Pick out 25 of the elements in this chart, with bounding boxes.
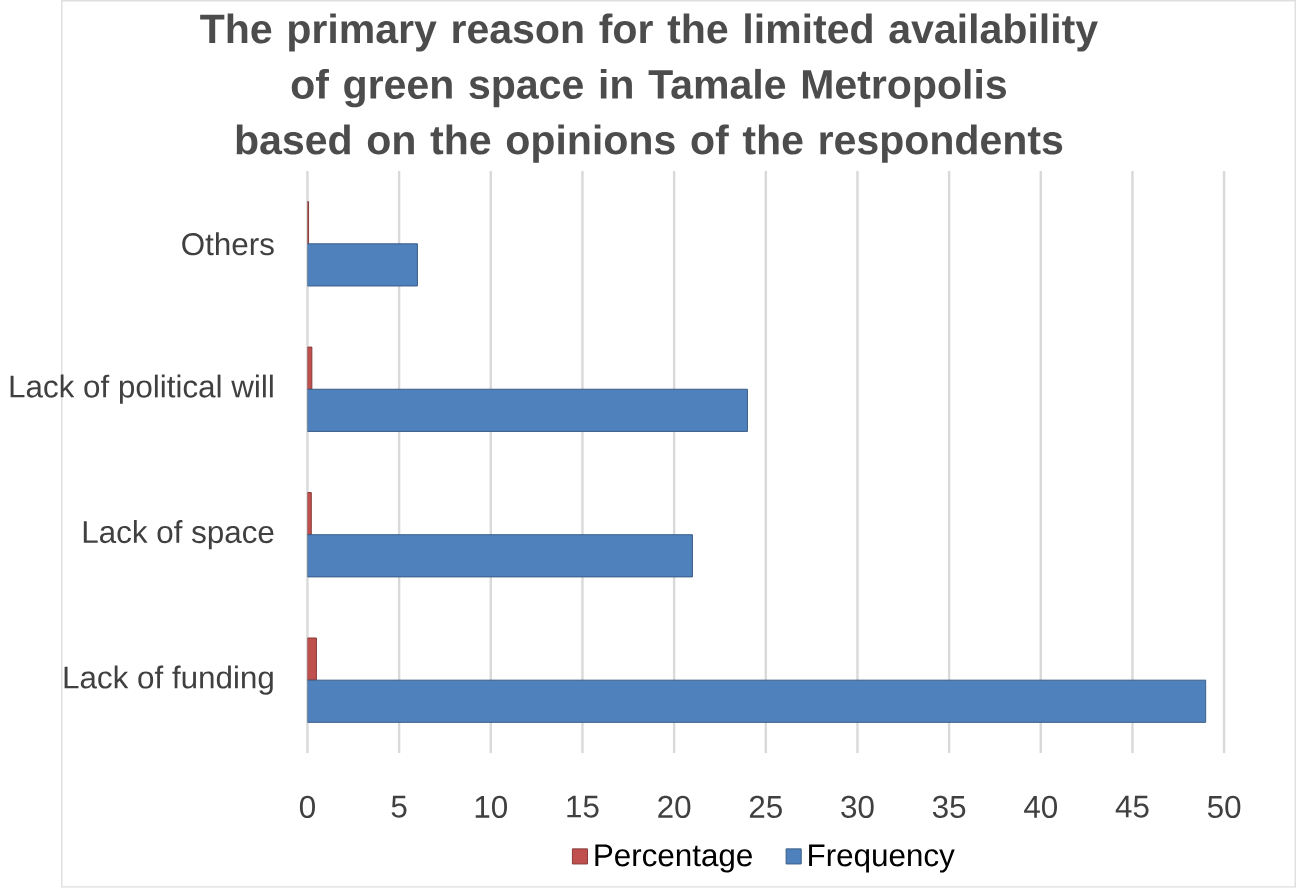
x-tick-label: 10 <box>475 795 508 819</box>
x-tick-label: 25 <box>749 795 782 819</box>
x-tick-label: 20 <box>658 795 691 819</box>
x-tick-label: 35 <box>932 795 966 819</box>
x-tick-label: 15 <box>567 795 599 818</box>
bar <box>307 679 1207 723</box>
x-tick-label: 5 <box>391 795 407 818</box>
y-tick-label: Lack of political will <box>10 374 273 405</box>
x-tick-label: 30 <box>841 795 874 819</box>
legend-label: Frequency <box>809 844 955 873</box>
bar <box>307 388 748 433</box>
y-tick-label: Lack of space <box>83 520 274 550</box>
y-tick-label: Lack of funding <box>64 665 273 695</box>
bar <box>307 637 317 681</box>
legend-label: Percentage <box>595 844 752 873</box>
x-tick-label: 45 <box>1115 795 1149 818</box>
x-tick-label: 50 <box>1207 795 1241 819</box>
y-tick-label: Others <box>182 232 274 256</box>
chart-title: The primary reason for the limited availability of green space in Tamale Metropolis based on the opinions of the respondents <box>200 13 1098 163</box>
bar <box>307 346 313 390</box>
bar <box>307 243 418 287</box>
x-tick-label: 40 <box>1024 795 1058 819</box>
bar <box>307 492 312 536</box>
x-tick-label: 0 <box>299 795 315 819</box>
bar <box>307 534 693 578</box>
